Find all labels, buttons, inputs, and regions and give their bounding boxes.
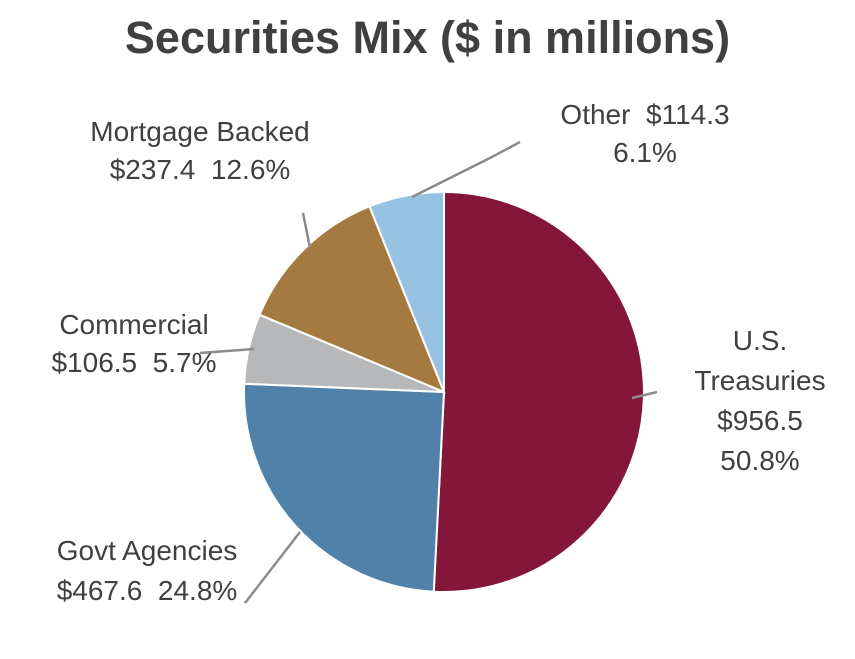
data-label: Mortgage Backed $237.4 12.6% — [90, 116, 309, 185]
data-label-line: Commercial — [59, 309, 208, 340]
data-label-line: $237.4 12.6% — [110, 154, 291, 185]
data-label: U.S. Treasuries $956.5 50.8% — [694, 325, 825, 476]
chart-title: Securities Mix ($ in millions) — [124, 12, 731, 63]
data-label-line: Govt Agencies — [57, 535, 238, 566]
data-label-line: Treasuries — [694, 365, 825, 396]
data-label-line: U.S. — [733, 325, 787, 356]
data-label: Commercial $106.5 5.7% — [51, 309, 216, 378]
data-label-line: Mortgage Backed — [90, 116, 309, 147]
leader-line — [631, 390, 658, 400]
leader-line — [244, 531, 301, 604]
data-label-line: $467.6 24.8% — [57, 575, 238, 606]
leader-line — [199, 347, 255, 355]
data-label-line: $106.5 5.7% — [51, 347, 216, 378]
data-label: Other $114.3 6.1% — [560, 99, 729, 168]
leader-line — [301, 212, 312, 249]
data-label: Govt Agencies $467.6 24.8% — [57, 535, 238, 606]
pie-slice-other — [368, 190, 445, 393]
leader-line — [411, 140, 521, 199]
data-label-line: Other $114.3 — [560, 99, 729, 130]
pie-slice-govt-agencies — [243, 382, 446, 593]
data-label-line: $956.5 — [717, 405, 803, 436]
pie-slice-u-s-treasuries — [432, 190, 645, 593]
pie-slice-mortgage-backed — [258, 205, 446, 394]
data-label-line: 6.1% — [613, 137, 677, 168]
data-label-line: 50.8% — [720, 445, 799, 476]
